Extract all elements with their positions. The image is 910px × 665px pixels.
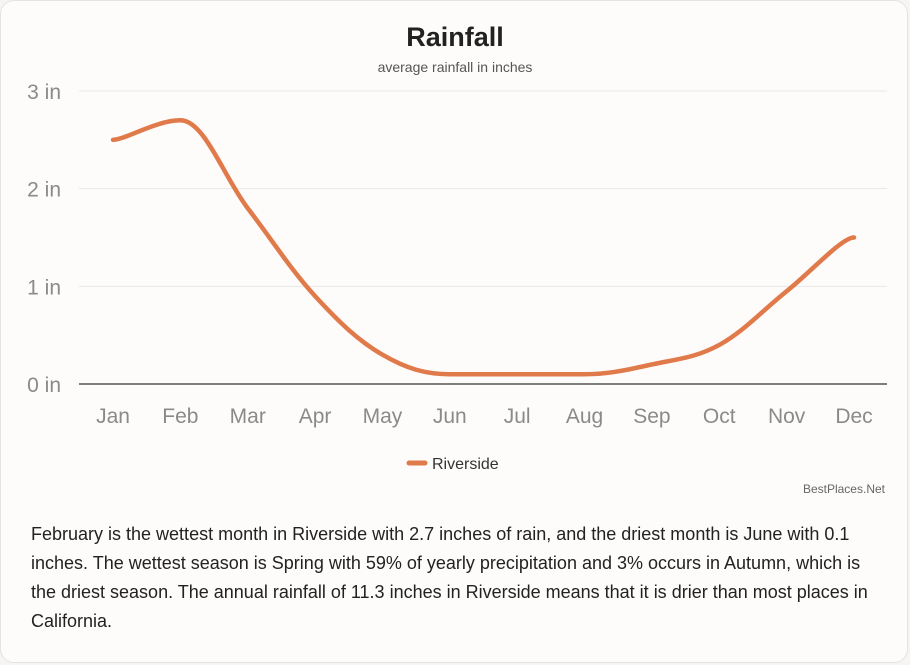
x-tick-label: Nov (768, 405, 806, 428)
x-tick-label: May (363, 405, 403, 428)
x-tick-label: Jul (504, 405, 531, 428)
x-axis-ticks: Jan Feb Mar Apr May Jun Jul Aug Sep Oct Nov Dec (96, 405, 873, 428)
source-credit[interactable]: BestPlaces.Net (802, 482, 885, 496)
legend: Riverside (406, 456, 499, 473)
x-tick-label: Apr (299, 405, 332, 428)
x-tick-label: Mar (230, 405, 266, 428)
chart-subtitle: average rainfall in inches (377, 59, 533, 75)
series-line-riverside (110, 118, 857, 377)
x-tick-label: Jan (96, 405, 130, 428)
series-layer (110, 118, 857, 377)
gridlines (79, 90, 887, 385)
x-tick-label: Feb (162, 405, 198, 428)
x-tick-label: Dec (835, 405, 872, 428)
y-tick-label: 3 in (27, 81, 61, 104)
y-axis-ticks: 0 in 1 in 2 in 3 in (27, 81, 61, 397)
y-tick-label: 2 in (27, 179, 61, 202)
x-tick-label: Jun (433, 405, 467, 428)
rainfall-chart: 0 in 1 in 2 in 3 in Jan Feb Mar Apr May Jun Jul Au… (27, 81, 887, 473)
y-tick-label: 1 in (27, 276, 61, 299)
y-tick-label: 0 in (27, 374, 61, 397)
x-tick-label: Sep (633, 405, 670, 428)
chart-title: Rainfall (406, 22, 504, 52)
x-tick-label: Oct (703, 405, 736, 428)
rainfall-description: February is the wettest month in Riversi… (31, 524, 868, 631)
x-tick-label: Aug (566, 405, 603, 428)
legend-label: Riverside (432, 456, 499, 473)
